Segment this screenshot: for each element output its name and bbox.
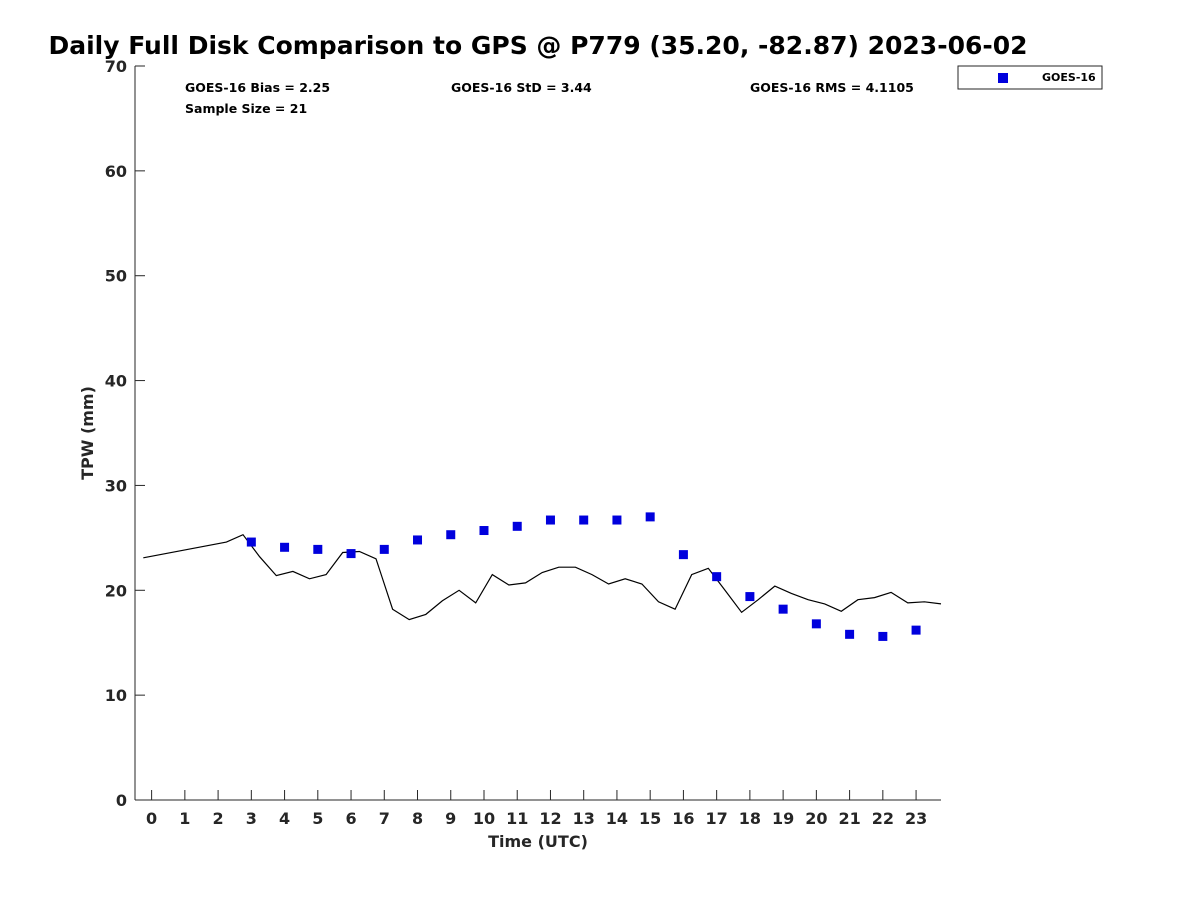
x-tick-label: 10	[473, 809, 495, 828]
x-tick-label: 5	[312, 809, 323, 828]
x-tick-label: 3	[246, 809, 257, 828]
x-tick-label: 17	[706, 809, 728, 828]
goes16-point	[878, 631, 888, 641]
x-tick-label: 19	[772, 809, 794, 828]
y-tick-label: 70	[105, 57, 127, 76]
x-tick-label: 21	[838, 809, 860, 828]
x-axis-label: Time (UTC)	[488, 832, 588, 851]
x-tick-label: 2	[213, 809, 224, 828]
goes16-point	[545, 515, 555, 525]
std-stat: GOES-16 StD = 3.44	[451, 80, 592, 95]
goes16-point	[712, 572, 722, 582]
y-ticks: 0 10 20 30 40 50 60 70	[105, 57, 145, 810]
x-tick-label: 11	[506, 809, 528, 828]
goes16-point	[579, 515, 589, 525]
goes16-point	[911, 625, 921, 635]
x-tick-label: 23	[905, 809, 927, 828]
x-tick-label: 4	[279, 809, 290, 828]
goes16-point	[280, 542, 290, 552]
x-tick-label: 20	[805, 809, 827, 828]
goes16-point	[678, 550, 688, 560]
goes16-point	[379, 544, 389, 554]
y-tick-label: 50	[105, 267, 127, 286]
gps-line	[143, 533, 942, 621]
goes16-point	[745, 592, 755, 602]
y-tick-label: 40	[105, 372, 127, 391]
legend-box	[957, 65, 1103, 90]
y-tick-label: 60	[105, 162, 127, 181]
goes16-point	[479, 526, 489, 536]
legend-marker	[998, 73, 1008, 83]
goes16-point	[845, 629, 855, 639]
rms-stat: GOES-16 RMS = 4.1105	[750, 80, 914, 95]
sample-size-stat: Sample Size = 21	[185, 101, 307, 116]
x-tick-label: 18	[739, 809, 761, 828]
x-tick-label: 22	[872, 809, 894, 828]
goes16-point	[512, 521, 522, 531]
goes16-point	[645, 512, 655, 522]
x-tick-label: 7	[379, 809, 390, 828]
x-tick-label: 15	[639, 809, 661, 828]
goes16-point	[612, 515, 622, 525]
goes16-series	[246, 512, 921, 641]
y-tick-label: 10	[105, 686, 127, 705]
x-tick-label: 6	[345, 809, 356, 828]
goes16-point	[346, 549, 356, 559]
y-tick-label: 30	[105, 476, 127, 495]
bias-stat: GOES-16 Bias = 2.25	[185, 80, 330, 95]
x-tick-label: 0	[146, 809, 157, 828]
x-tick-label: 8	[412, 809, 423, 828]
goes16-point	[811, 619, 821, 629]
x-tick-label: 14	[606, 809, 628, 828]
x-tick-label: 12	[539, 809, 561, 828]
legend-label: GOES-16	[1042, 71, 1096, 84]
y-tick-label: 20	[105, 581, 127, 600]
goes16-point	[413, 535, 423, 545]
goes16-point	[446, 530, 456, 540]
x-ticks: 0 1 2 3 4 5 6 7 8 9 10 11 12 13 14 15 16 17 18 19 20 21 22 23	[146, 790, 927, 828]
goes16-point	[778, 604, 788, 614]
goes16-point	[246, 537, 256, 547]
stats-panel: GOES-16 Bias = 2.25 Sample Size = 21 GOE…	[185, 80, 914, 116]
y-tick-label: 0	[116, 791, 127, 810]
x-tick-label: 16	[672, 809, 694, 828]
gps-series	[143, 533, 942, 621]
axes	[134, 66, 941, 801]
x-tick-label: 13	[573, 809, 595, 828]
legend: GOES-16	[957, 65, 1103, 90]
y-axis-label: TPW (mm)	[78, 386, 97, 480]
chart-title: Daily Full Disk Comparison to GPS @ P779…	[48, 31, 1027, 60]
goes16-point	[313, 544, 323, 554]
x-tick-label: 9	[445, 809, 456, 828]
x-tick-label: 1	[179, 809, 190, 828]
